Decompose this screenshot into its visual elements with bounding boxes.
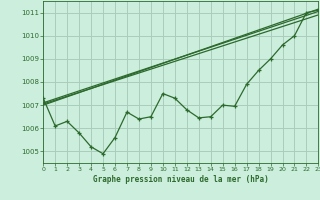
X-axis label: Graphe pression niveau de la mer (hPa): Graphe pression niveau de la mer (hPa)	[93, 175, 269, 184]
